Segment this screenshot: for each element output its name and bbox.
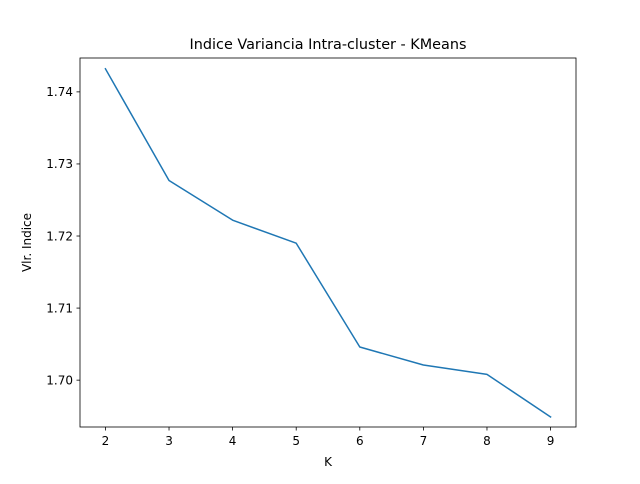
data-point — [549, 415, 553, 419]
y-tick-label: 1.73 — [46, 157, 73, 171]
x-tick-label: 9 — [547, 434, 555, 448]
data-point — [231, 218, 235, 222]
axes-spines — [79, 57, 577, 428]
data-point — [358, 345, 362, 349]
data-point — [167, 179, 171, 183]
x-tick-label: 4 — [229, 434, 237, 448]
x-tick-label: 6 — [356, 434, 364, 448]
data-point — [103, 67, 107, 71]
series-layer — [103, 67, 553, 419]
y-tick-label: 1.72 — [46, 229, 73, 243]
x-tick-label: 8 — [483, 434, 491, 448]
y-axis-ticks: 1.70 1.71 1.72 1.73 1.74 — [46, 85, 80, 387]
data-point — [421, 363, 425, 367]
chart-title: Indice Variancia Intra-cluster - KMeans — [190, 37, 467, 53]
x-tick-label: 3 — [165, 434, 173, 448]
x-tick-label: 5 — [292, 434, 300, 448]
data-point — [294, 241, 298, 245]
y-axis-label: Vlr. Indice — [20, 213, 34, 272]
plot-area — [80, 58, 576, 427]
y-tick-label: 1.71 — [46, 301, 73, 315]
series-line — [104, 67, 552, 418]
x-tick-label: 2 — [102, 434, 110, 448]
data-point — [485, 372, 489, 376]
x-tick-label: 7 — [420, 434, 428, 448]
x-axis-ticks: 2 3 4 5 6 7 8 9 — [102, 427, 555, 448]
y-tick-label: 1.74 — [46, 85, 73, 99]
x-axis-label: K — [324, 455, 333, 469]
y-tick-label: 1.70 — [46, 373, 73, 387]
axes-frame — [79, 57, 577, 428]
